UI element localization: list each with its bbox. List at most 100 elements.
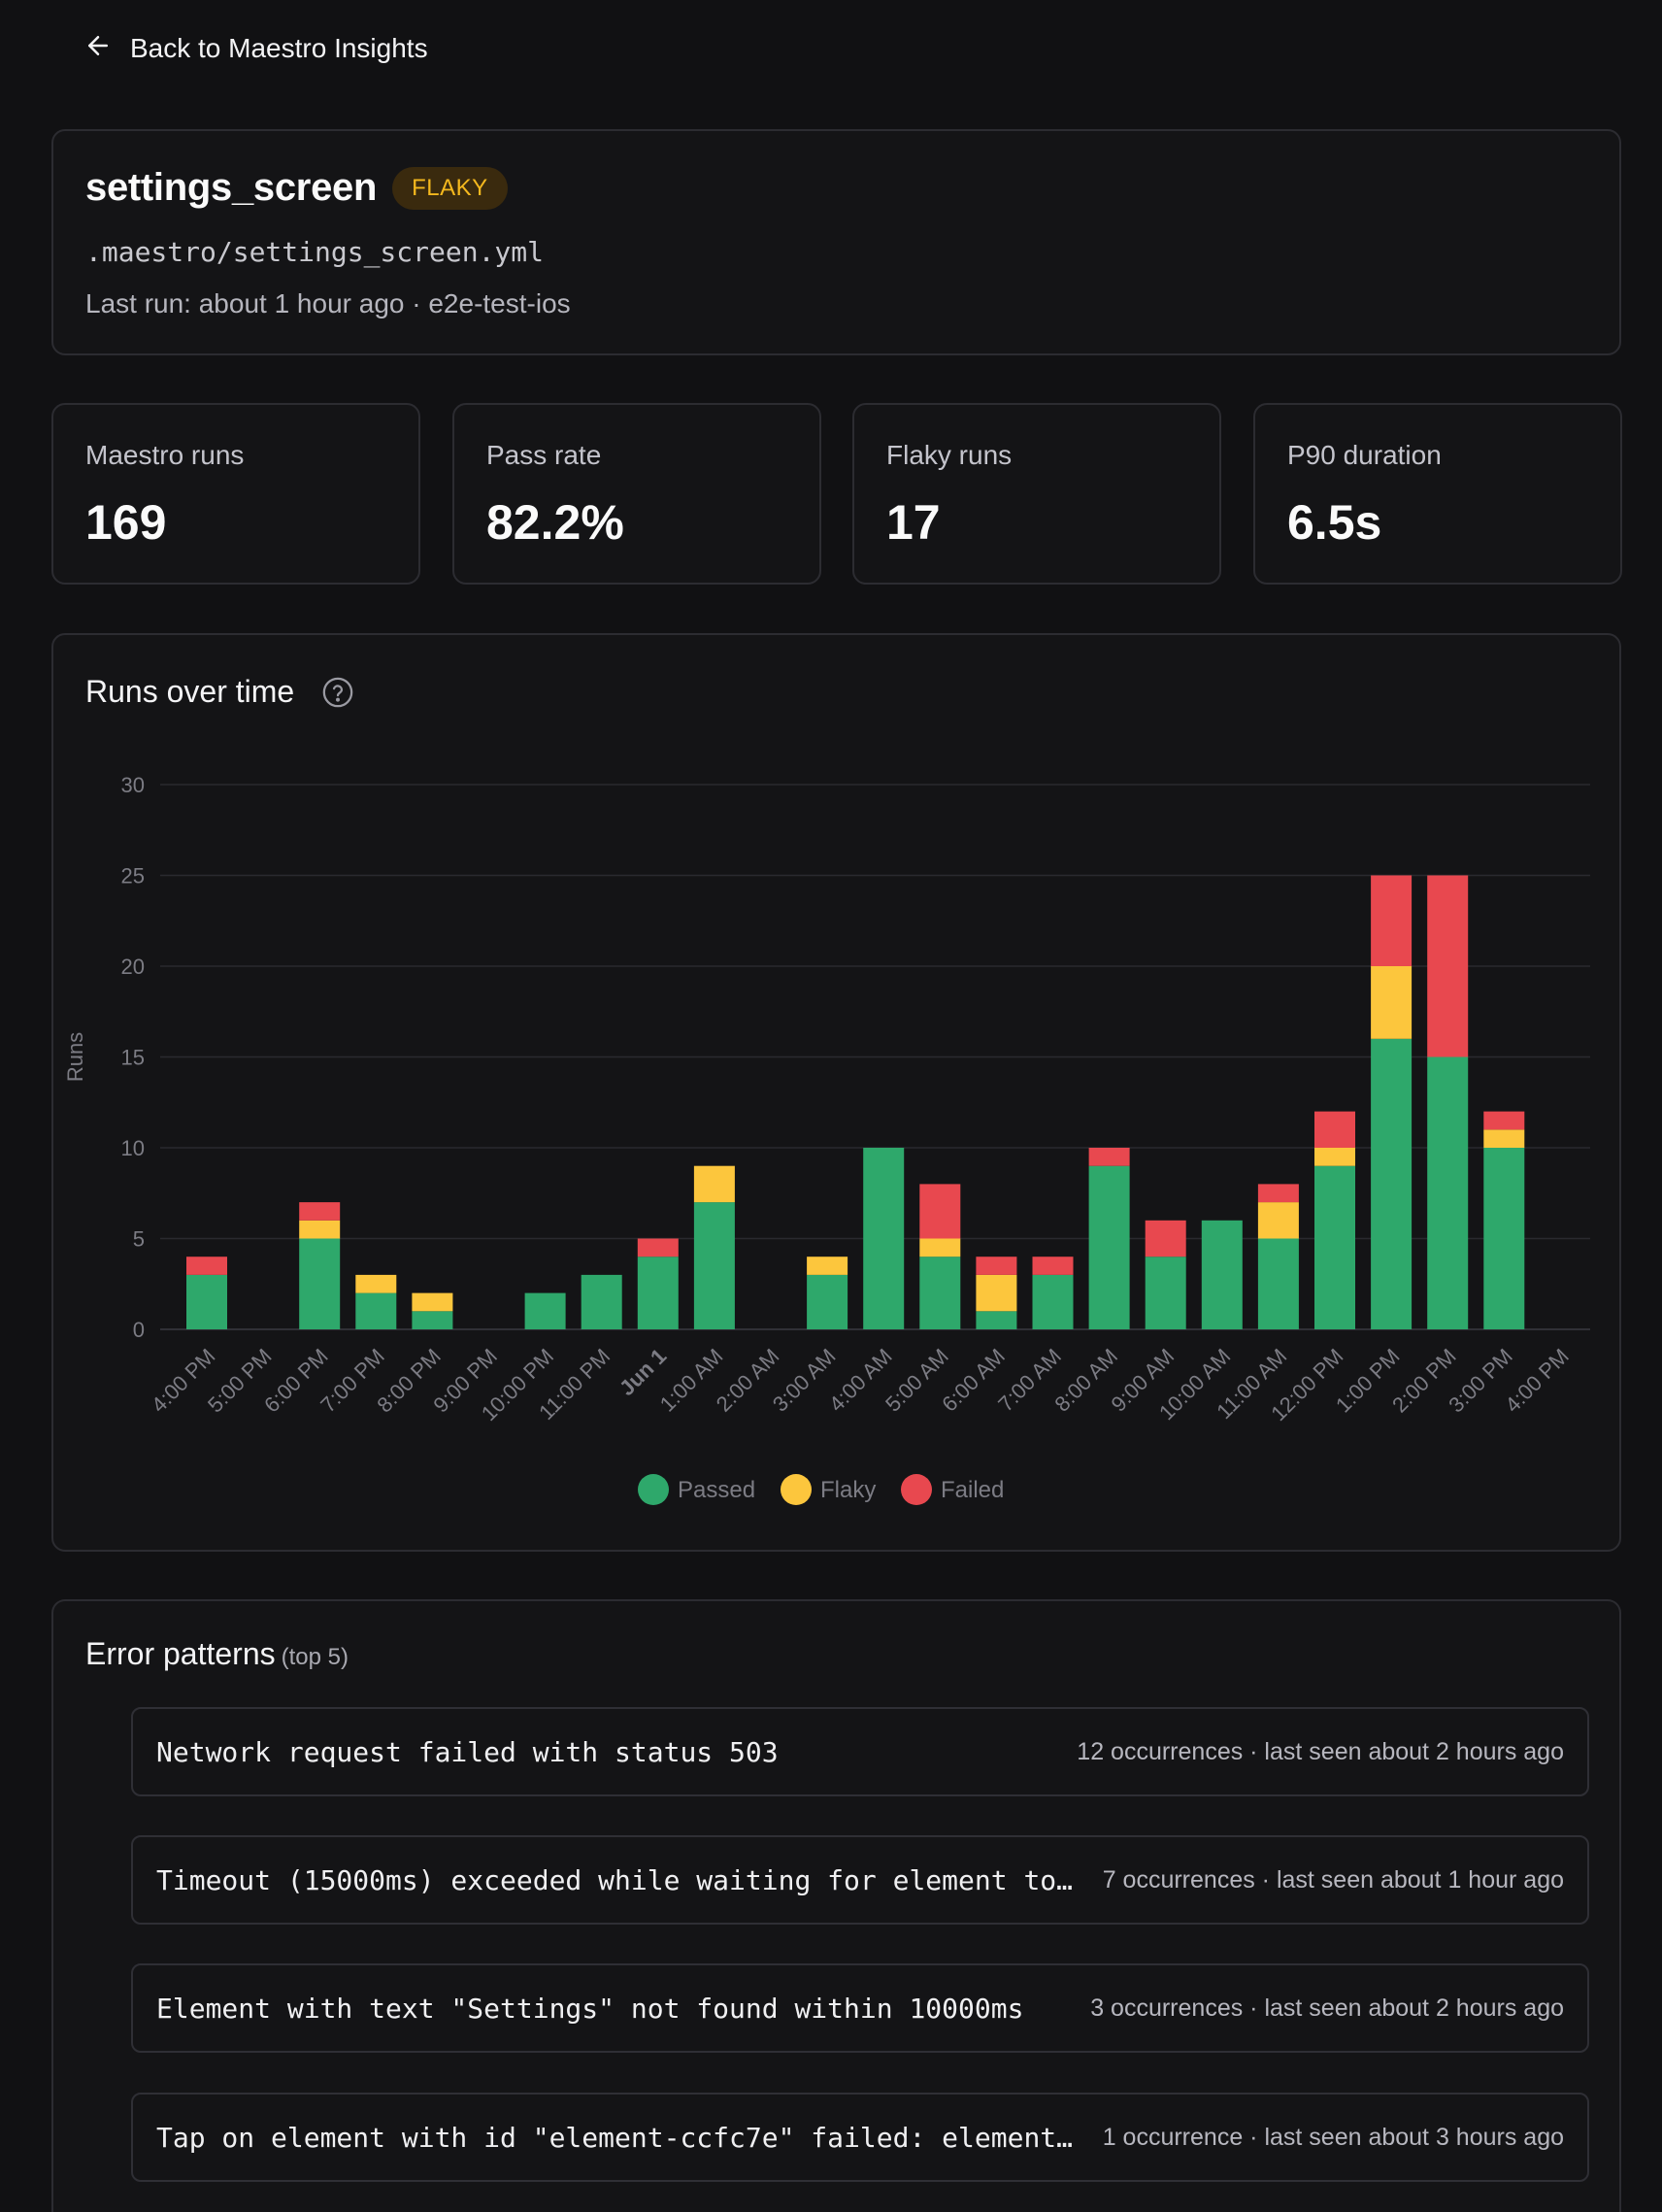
bar-passed bbox=[1145, 1257, 1186, 1329]
stat-card-flaky-runs: Flaky runs 17 bbox=[852, 403, 1221, 585]
error-pattern-row[interactable]: Timeout (15000ms) exceeded while waiting… bbox=[131, 1835, 1589, 1925]
stat-value: 6.5s bbox=[1287, 495, 1382, 550]
bar-failed bbox=[1032, 1257, 1074, 1275]
arrow-left-icon bbox=[83, 31, 113, 67]
y-tick-label: 0 bbox=[133, 1318, 145, 1342]
bar-passed bbox=[299, 1238, 341, 1329]
legend-swatch bbox=[781, 1474, 812, 1505]
legend-label: Passed bbox=[678, 1477, 755, 1503]
legend-swatch bbox=[638, 1474, 669, 1505]
bar-failed bbox=[919, 1184, 961, 1239]
bar-flaky bbox=[1483, 1129, 1525, 1148]
bar-passed bbox=[524, 1292, 566, 1329]
legend-label: Failed bbox=[941, 1477, 1004, 1503]
stat-label: Pass rate bbox=[486, 440, 602, 470]
bar-flaky bbox=[1314, 1148, 1355, 1166]
question-circle-icon[interactable] bbox=[321, 676, 354, 709]
last-run-info: Last run: about 1 hour ago · e2e-test-io… bbox=[85, 288, 571, 318]
error-pattern-row[interactable]: Tap on element with id "element-ccfc7e" … bbox=[131, 2093, 1589, 2182]
error-patterns-title: Error patterns (top 5) bbox=[85, 1636, 349, 1672]
bar-flaky bbox=[807, 1257, 848, 1275]
bar-flaky bbox=[299, 1220, 341, 1239]
error-message: Timeout (15000ms) exceeded while waiting… bbox=[156, 1863, 1074, 1896]
bar-flaky bbox=[693, 1165, 735, 1203]
bar-passed bbox=[581, 1274, 622, 1329]
error-patterns-card: Error patterns (top 5) Network request fa… bbox=[51, 1599, 1621, 2212]
bar-passed bbox=[976, 1311, 1017, 1329]
error-pattern-row[interactable]: Network request failed with status 503 1… bbox=[131, 1707, 1589, 1796]
stat-label: Flaky runs bbox=[886, 440, 1013, 470]
bar-passed bbox=[807, 1274, 848, 1329]
error-meta: 7 occurrences · last seen about 1 hour a… bbox=[1102, 1865, 1564, 1894]
test-file-path: .maestro/settings_screen.yml bbox=[85, 236, 545, 268]
status-badge: FLAKY bbox=[392, 166, 508, 210]
bar-passed bbox=[1371, 1038, 1413, 1329]
back-link[interactable]: Back to Maestro Insights bbox=[83, 27, 428, 70]
bar-passed bbox=[637, 1257, 679, 1329]
bar-failed bbox=[1145, 1220, 1186, 1257]
stat-card-pass-rate: Pass rate 82.2% bbox=[452, 403, 821, 585]
bar-passed bbox=[412, 1311, 453, 1329]
bar-passed bbox=[1483, 1148, 1525, 1329]
error-message: Element with text "Settings" not found w… bbox=[156, 1992, 1024, 2025]
bar-passed bbox=[1032, 1274, 1074, 1329]
bar-passed bbox=[1257, 1238, 1299, 1329]
bar-failed bbox=[1257, 1184, 1299, 1203]
bar-failed bbox=[1314, 1111, 1355, 1148]
error-message: Tap on element with id "element-ccfc7e" … bbox=[156, 2121, 1074, 2154]
bar-flaky bbox=[1371, 966, 1413, 1039]
error-meta: 3 occurrences · last seen about 2 hours … bbox=[1090, 1994, 1564, 2022]
error-meta: 12 occurrences · last seen about 2 hours… bbox=[1077, 1737, 1564, 1765]
bar-passed bbox=[186, 1274, 227, 1329]
y-axis-label: Runs bbox=[63, 1032, 87, 1082]
error-meta: 1 occurrence · last seen about 3 hours a… bbox=[1102, 2123, 1564, 2151]
bar-failed bbox=[1371, 875, 1413, 966]
bar-passed bbox=[1314, 1165, 1355, 1329]
stat-value: 82.2% bbox=[486, 495, 624, 550]
y-tick-label: 5 bbox=[133, 1227, 145, 1252]
y-tick-label: 15 bbox=[121, 1046, 145, 1070]
legend-label: Flaky bbox=[820, 1477, 876, 1503]
stat-value: 17 bbox=[886, 495, 941, 550]
bar-passed bbox=[1201, 1220, 1243, 1329]
error-patterns-heading: Error patterns bbox=[85, 1636, 276, 1671]
legend-swatch bbox=[901, 1474, 932, 1505]
bar-flaky bbox=[412, 1292, 453, 1312]
bar-failed bbox=[1427, 875, 1469, 1057]
bar-passed bbox=[863, 1148, 905, 1329]
stat-value: 169 bbox=[85, 495, 167, 550]
error-pattern-row[interactable]: Element with text "Settings" not found w… bbox=[131, 1963, 1589, 2053]
bar-flaky bbox=[919, 1238, 961, 1257]
stat-label: Maestro runs bbox=[85, 440, 245, 470]
y-tick-label: 10 bbox=[121, 1136, 145, 1160]
test-name: settings_screen bbox=[85, 166, 378, 209]
bar-flaky bbox=[1257, 1202, 1299, 1239]
bar-failed bbox=[1483, 1111, 1525, 1130]
bar-passed bbox=[1427, 1056, 1469, 1329]
stat-card-p90-duration: P90 duration 6.5s bbox=[1253, 403, 1622, 585]
stat-label: P90 duration bbox=[1287, 440, 1442, 470]
runs-over-time-card: Runs over time 0 5 10 15 20 25 30 Runs 4:00 PM 5:… bbox=[51, 633, 1621, 1552]
y-tick-label: 20 bbox=[121, 955, 145, 979]
bar-failed bbox=[976, 1257, 1017, 1275]
test-header-card: settings_screen FLAKY .maestro/settings_… bbox=[51, 129, 1621, 355]
x-tick-label: 4:00 PM bbox=[1500, 1344, 1574, 1418]
y-tick-label: 30 bbox=[121, 773, 145, 797]
back-link-label: Back to Maestro Insights bbox=[130, 33, 428, 63]
bar-failed bbox=[186, 1257, 227, 1275]
y-tick-label: 25 bbox=[121, 864, 145, 888]
error-patterns-subtitle: (top 5) bbox=[281, 1644, 349, 1670]
bar-failed bbox=[637, 1238, 679, 1257]
bar-passed bbox=[693, 1202, 735, 1329]
bar-passed bbox=[919, 1257, 961, 1329]
error-message: Network request failed with status 503 bbox=[156, 1735, 779, 1768]
bar-failed bbox=[1088, 1148, 1130, 1166]
bar-flaky bbox=[976, 1274, 1017, 1312]
stat-card-runs: Maestro runs 169 bbox=[51, 403, 420, 585]
bar-passed bbox=[1088, 1165, 1130, 1329]
chart-title: Runs over time bbox=[85, 674, 295, 709]
bar-failed bbox=[299, 1202, 341, 1221]
bar-flaky bbox=[355, 1274, 397, 1293]
bar-passed bbox=[355, 1292, 397, 1329]
